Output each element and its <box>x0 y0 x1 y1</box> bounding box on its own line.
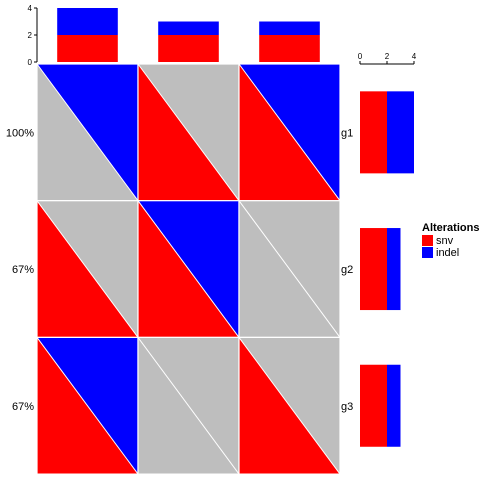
cell-diagonal <box>238 200 341 338</box>
gene-label: g3 <box>341 401 353 413</box>
cell-diagonal <box>238 63 341 201</box>
right-bar-snv-g1 <box>360 91 387 174</box>
oncoprint-grid <box>36 63 341 475</box>
cell-g3-s3 <box>238 336 341 475</box>
right-bar-snv-g2 <box>360 228 387 311</box>
right-barplot-tick-label: 2 <box>385 52 390 61</box>
cell-border <box>238 336 341 475</box>
cell-g1-s3 <box>238 63 341 202</box>
cell-diagonal <box>137 337 240 475</box>
top-barplot-tick-label: 0 <box>28 58 33 67</box>
legend-title: Alterations <box>422 222 479 234</box>
cell-g2-s2 <box>137 200 240 338</box>
gene-label: g1 <box>341 127 353 139</box>
right-barplot-tick-label: 4 <box>412 52 417 61</box>
top-barplot-tick-label: 2 <box>28 31 33 40</box>
legend-label-indel: indel <box>436 247 459 259</box>
right-bar-indel-g1 <box>387 91 414 174</box>
right-bar-indel-g2 <box>387 228 401 311</box>
right-bar-indel-g3 <box>387 364 401 447</box>
top-bar-snv-s3 <box>259 35 320 62</box>
top-barplot-tick-label: 4 <box>28 4 33 13</box>
row-percent-label: 67% <box>12 401 34 413</box>
right-barplot: 0 2 4 <box>358 52 417 447</box>
cell-g2-s3 <box>238 200 341 338</box>
top-bar-snv-s2 <box>158 35 219 62</box>
row-percent-label: 100% <box>6 127 34 139</box>
cell-g3-s1 <box>36 336 139 475</box>
cell-diagonal <box>137 63 240 201</box>
cell-g1-s1 <box>36 63 139 202</box>
cell-diagonal <box>36 200 139 338</box>
cell-g1-s2 <box>137 63 240 202</box>
cell-g2-s1 <box>36 200 139 338</box>
top-bar-indel-s2 <box>158 21 219 35</box>
cell-diagonal <box>137 200 240 338</box>
top-bar-indel-s3 <box>259 21 320 35</box>
legend-label-snv: snv <box>436 235 454 247</box>
gene-label: g2 <box>341 264 353 276</box>
legend-swatch-indel <box>422 247 433 258</box>
top-bar-indel-s1 <box>57 8 118 35</box>
top-bar-snv-s1 <box>57 35 118 62</box>
legend-swatch-snv <box>422 235 433 246</box>
cell-diagonal <box>238 337 341 475</box>
right-bar-snv-g3 <box>360 364 387 447</box>
cell-diagonal <box>36 63 139 201</box>
row-percent-label: 67% <box>12 264 34 276</box>
cell-diagonal <box>36 337 139 475</box>
cell-g3-s2 <box>137 336 240 475</box>
top-barplot: 0 2 4 <box>28 4 320 67</box>
right-barplot-tick-label: 0 <box>358 52 363 61</box>
